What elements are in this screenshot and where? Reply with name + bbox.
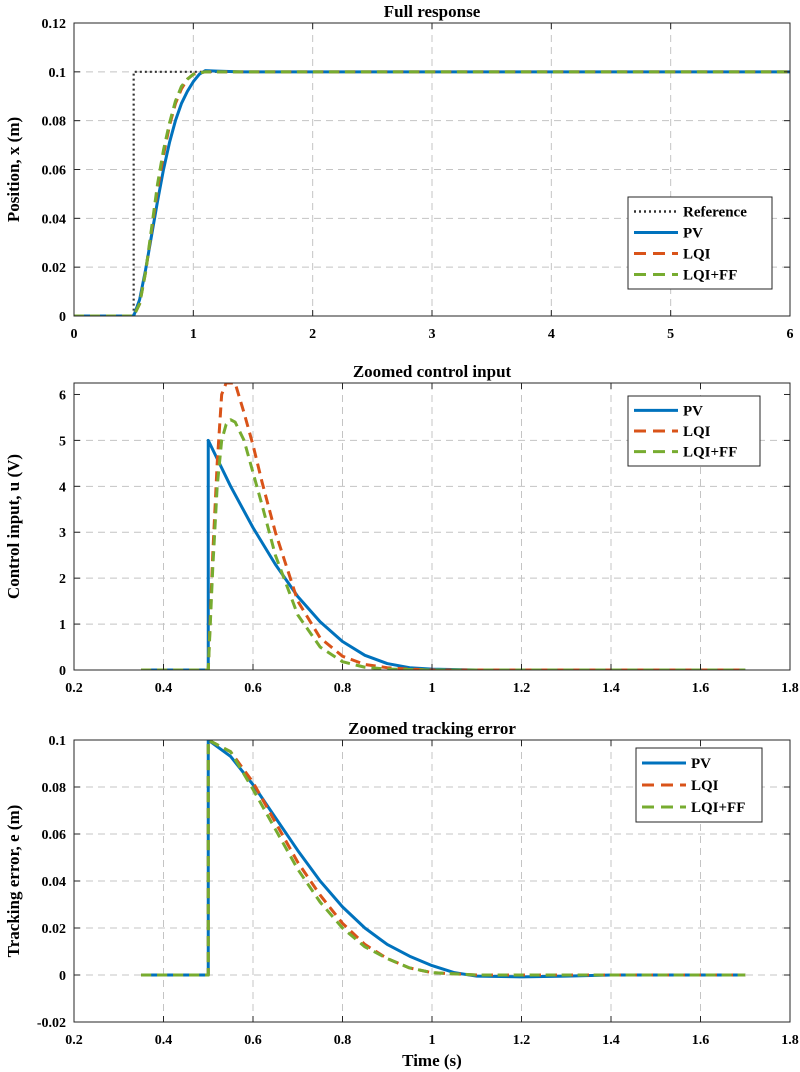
y-tick-label: 3 [59, 526, 66, 541]
legend-label: LQI [683, 424, 711, 440]
x-tick-label: 1.2 [513, 681, 531, 696]
legend: Reference PV LQI LQI+FF [628, 197, 772, 289]
x-axis-label: Time (s) [402, 1051, 462, 1070]
y-tick-label: 0.12 [42, 17, 67, 32]
y-axis-label: Tracking error, e (m) [4, 805, 23, 958]
x-tick-label: 1.4 [602, 681, 620, 696]
x-tick-label: 1.4 [602, 1033, 620, 1048]
x-tick-label: 0.6 [244, 1033, 262, 1048]
x-tick-label: 0.4 [155, 681, 173, 696]
panel-title: Zoomed tracking error [348, 719, 516, 738]
legend-label: PV [683, 226, 703, 242]
y-tick-label: 0 [59, 664, 66, 679]
panel-1: 0 1 2 3 4 5 6 0 0.02 0.04 0.06 0.08 0.1 0.12 Full resp… [4, 2, 794, 342]
x-tick-label: 0.8 [334, 681, 352, 696]
x-tick-label: 1 [190, 327, 197, 342]
panel-2: 0.2 0.4 0.6 0.8 1 1.2 1.4 1.6 1.8 0 1 2 3 4 5 6 Zoomed c… [4, 362, 799, 696]
x-tick-label: 0.2 [65, 1033, 83, 1048]
x-tick-label: 0.6 [244, 681, 262, 696]
y-tick-label: -0.02 [37, 1016, 66, 1031]
panel-title: Zoomed control input [353, 362, 512, 381]
x-tick-label: 4 [548, 327, 555, 342]
legend-label: PV [683, 403, 703, 419]
y-tick-label: 0.06 [42, 828, 67, 843]
y-tick-label: 0.08 [42, 781, 67, 796]
x-tick-label: 0.2 [65, 681, 83, 696]
y-tick-label: 0 [59, 310, 66, 325]
y-tick-label: 2 [59, 572, 66, 587]
y-tick-label: 0 [59, 969, 66, 984]
y-tick-label: 0.04 [42, 212, 67, 227]
x-tick-label: 5 [667, 327, 674, 342]
x-tick-label: 3 [429, 327, 436, 342]
y-tick-label: 0.02 [42, 261, 67, 276]
y-tick-label: 6 [59, 388, 66, 403]
legend-label: LQI+FF [683, 268, 737, 284]
x-tick-label: 1.2 [513, 1033, 531, 1048]
y-tick-label: 1 [59, 618, 66, 633]
y-tick-label: 0.02 [42, 922, 67, 937]
y-tick-label: 5 [59, 434, 66, 449]
y-tick-label: 0.08 [42, 115, 67, 130]
y-tick-label: 0.04 [42, 875, 67, 890]
x-tick-label: 0.8 [334, 1033, 352, 1048]
y-tick-label: 0.1 [49, 66, 67, 81]
x-tick-label: 0 [71, 327, 78, 342]
legend-label: LQI+FF [691, 800, 745, 816]
y-tick-label: 0.06 [42, 164, 67, 179]
x-tick-label: 1.8 [781, 1033, 799, 1048]
panel-3: 0.2 0.4 0.6 0.8 1 1.2 1.4 1.6 1.8 -0.02 0 0.02 0.04 0… [4, 719, 799, 1070]
y-axis-label: Control input, u (V) [4, 454, 23, 599]
panel-title: Full response [384, 2, 481, 21]
x-tick-label: 2 [309, 327, 316, 342]
x-tick-label: 6 [787, 327, 794, 342]
x-tick-label: 1 [429, 681, 436, 696]
legend-label: PV [691, 756, 711, 772]
x-tick-label: 1.6 [692, 1033, 710, 1048]
y-tick-label: 0.1 [49, 734, 67, 749]
legend-label: LQI [683, 247, 711, 263]
x-tick-label: 0.4 [155, 1033, 173, 1048]
x-tick-label: 1.6 [692, 681, 710, 696]
legend-label: Reference [683, 205, 747, 221]
legend-label: LQI [691, 778, 719, 794]
y-axis-label: Position, x (m) [4, 117, 23, 222]
legend-label: LQI+FF [683, 445, 737, 461]
x-tick-label: 1.8 [781, 681, 799, 696]
y-tick-label: 4 [59, 480, 66, 495]
x-tick-label: 1 [429, 1033, 436, 1048]
legend: PV LQI LQI+FF [636, 748, 762, 822]
legend: PV LQI LQI+FF [628, 396, 760, 466]
